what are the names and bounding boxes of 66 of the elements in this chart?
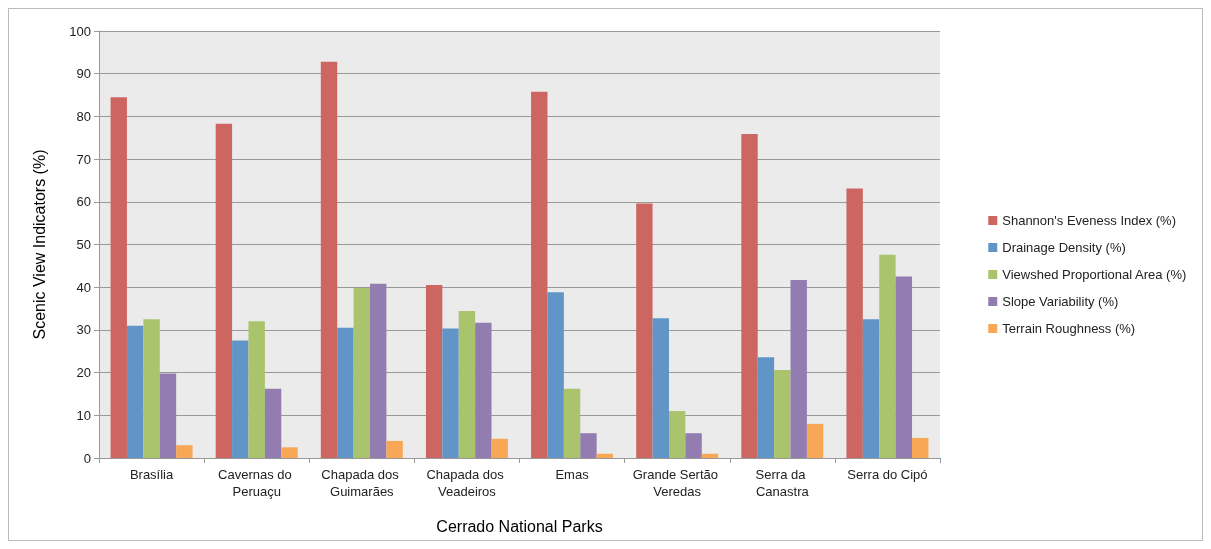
- bar: [143, 319, 160, 458]
- bar: [281, 447, 298, 458]
- x-tick-label: Serra da Canastra: [755, 467, 810, 499]
- y-axis-title: Scenic View Indicators (%): [30, 149, 48, 340]
- legend-label: Shannon's Eveness Index (%): [1002, 213, 1177, 228]
- y-tick-label: 80: [76, 108, 91, 124]
- x-tick-label: Emas: [555, 467, 590, 482]
- y-tick-label: 50: [76, 237, 91, 252]
- x-axis-title: Cerrado National Parks: [436, 517, 603, 535]
- bar: [458, 311, 476, 458]
- y-tick-label: 0: [83, 450, 91, 466]
- legend-label: Slope Variability (%): [1002, 294, 1119, 309]
- bar: [912, 437, 929, 458]
- bar: [879, 254, 896, 458]
- bar: [370, 283, 387, 458]
- bar: [320, 61, 338, 458]
- bar: [685, 433, 702, 458]
- bar: [353, 288, 371, 458]
- bar: [264, 388, 282, 458]
- x-tick-label: Chapada dos Veadeiros: [426, 467, 508, 499]
- y-tick-label: 30: [76, 322, 91, 338]
- bar: [862, 319, 880, 458]
- y-tick-label: 60: [76, 194, 91, 210]
- bar: [232, 340, 249, 458]
- bar: [774, 370, 791, 458]
- x-tick-label: Grande Sertão Veredas: [632, 467, 722, 499]
- bar: [126, 325, 144, 458]
- bar: [652, 318, 669, 458]
- y-tick-label: 10: [76, 407, 91, 423]
- bar: [701, 453, 719, 458]
- y-tick-label: 100: [69, 23, 91, 39]
- y-tick-label: 90: [76, 66, 91, 82]
- bar: [596, 453, 614, 458]
- bar: [757, 357, 775, 458]
- bar: [668, 411, 686, 458]
- x-tick-label: Serra do Cipó: [847, 467, 928, 482]
- y-tick-label: 20: [76, 365, 91, 381]
- bar: [425, 285, 443, 458]
- bar: [531, 91, 548, 458]
- bar: [580, 433, 597, 458]
- x-tick-label: Brasília: [129, 467, 174, 482]
- bar: [442, 328, 459, 458]
- bar: [386, 440, 403, 458]
- legend-label: Viewshed Proportional Area (%): [1002, 267, 1187, 282]
- bar: [248, 321, 265, 458]
- bar: [159, 373, 177, 458]
- bar: [110, 97, 127, 458]
- legend-label: Drainage Density (%): [1002, 240, 1126, 255]
- bar: [741, 133, 758, 458]
- bar: [636, 203, 653, 458]
- bar: [547, 292, 564, 458]
- y-tick-label: 70: [76, 151, 91, 167]
- bar: [475, 322, 492, 458]
- legend-label: Terrain Roughness (%): [1002, 321, 1136, 336]
- bar: [790, 279, 807, 458]
- bar: [563, 388, 581, 458]
- bar: [176, 445, 193, 458]
- bar: [846, 188, 863, 458]
- x-tick-label: Cavernas do Peruaçu: [218, 467, 296, 499]
- y-tick-label: 40: [76, 279, 91, 295]
- bar: [215, 123, 233, 458]
- bar: [895, 276, 913, 458]
- bar: [806, 423, 824, 458]
- x-tick-label: Chapada dos Guimarães: [321, 467, 403, 499]
- bar: [491, 438, 508, 458]
- bar: [337, 327, 354, 458]
